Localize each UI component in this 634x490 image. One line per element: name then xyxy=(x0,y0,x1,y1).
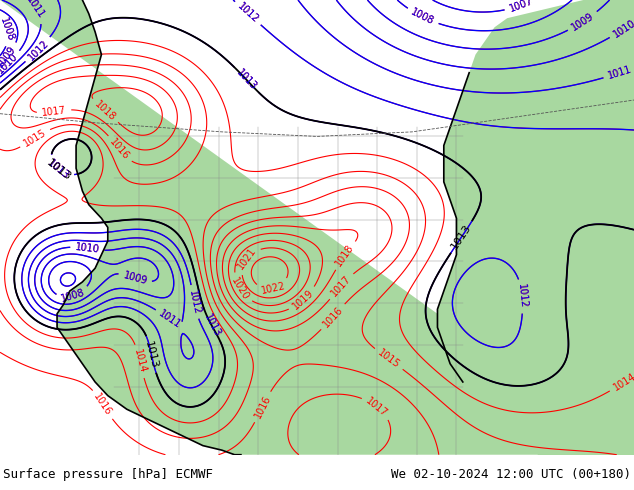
Text: 1013: 1013 xyxy=(46,158,70,181)
Text: 1015: 1015 xyxy=(22,127,48,148)
Text: 1011: 1011 xyxy=(607,65,633,81)
Text: 1009: 1009 xyxy=(122,270,148,287)
Text: 1017: 1017 xyxy=(329,273,353,298)
Text: We 02-10-2024 12:00 UTC (00+180): We 02-10-2024 12:00 UTC (00+180) xyxy=(391,467,631,481)
Text: 1017: 1017 xyxy=(41,105,67,118)
Text: 1009: 1009 xyxy=(122,270,148,287)
Text: 1016: 1016 xyxy=(252,393,273,420)
Text: 1010: 1010 xyxy=(75,242,100,255)
Text: 1012: 1012 xyxy=(516,284,528,309)
Text: 1012: 1012 xyxy=(26,38,51,62)
Text: 1010: 1010 xyxy=(611,18,634,39)
Text: 1018: 1018 xyxy=(333,242,356,268)
Text: 1011: 1011 xyxy=(607,65,633,81)
Text: 1014: 1014 xyxy=(132,348,148,374)
Text: 1012: 1012 xyxy=(235,1,261,25)
Text: 1010: 1010 xyxy=(75,242,100,255)
Text: 1013: 1013 xyxy=(202,313,222,339)
Text: 1012: 1012 xyxy=(26,38,51,62)
Text: 1013: 1013 xyxy=(143,340,160,369)
Text: 1008: 1008 xyxy=(0,16,16,43)
Text: 1013: 1013 xyxy=(46,158,70,181)
Text: 1012: 1012 xyxy=(187,289,202,315)
Text: 1016: 1016 xyxy=(92,392,113,417)
Text: 1008: 1008 xyxy=(60,288,86,304)
Text: 1013: 1013 xyxy=(44,158,73,183)
Text: 1013: 1013 xyxy=(234,67,259,92)
Text: 1015: 1015 xyxy=(376,348,402,370)
Text: 1013: 1013 xyxy=(450,222,474,251)
Text: 1012: 1012 xyxy=(235,1,261,25)
Text: 1016: 1016 xyxy=(321,304,345,329)
Text: 1021: 1021 xyxy=(235,246,258,271)
Text: 1011: 1011 xyxy=(25,0,47,21)
Text: 1011: 1011 xyxy=(157,309,183,331)
Text: 1017: 1017 xyxy=(364,395,390,418)
Text: 1012: 1012 xyxy=(187,289,202,315)
Text: 1011: 1011 xyxy=(25,0,47,21)
Text: 1009: 1009 xyxy=(570,11,596,32)
Text: 1009: 1009 xyxy=(0,44,18,70)
Text: 1011: 1011 xyxy=(157,309,183,331)
Text: 1008: 1008 xyxy=(410,7,436,27)
Text: 1010: 1010 xyxy=(0,51,20,76)
Text: 1008: 1008 xyxy=(60,288,86,304)
Text: 1009: 1009 xyxy=(570,11,596,32)
Text: 1014: 1014 xyxy=(611,371,634,392)
Text: 1009: 1009 xyxy=(0,44,18,70)
Text: 1012: 1012 xyxy=(516,284,528,309)
Text: 1008: 1008 xyxy=(0,16,16,43)
Text: 1010: 1010 xyxy=(0,51,20,76)
Text: 1007: 1007 xyxy=(508,0,534,14)
Text: 1019: 1019 xyxy=(291,288,316,312)
Text: 1013: 1013 xyxy=(234,67,259,92)
Text: Surface pressure [hPa] ECMWF: Surface pressure [hPa] ECMWF xyxy=(3,467,213,481)
Text: 1018: 1018 xyxy=(93,98,118,122)
Text: 1010: 1010 xyxy=(611,18,634,39)
Text: 1020: 1020 xyxy=(230,276,250,302)
Text: 1007: 1007 xyxy=(508,0,534,14)
Text: 1013: 1013 xyxy=(202,313,222,339)
Text: 1016: 1016 xyxy=(108,137,131,162)
Polygon shape xyxy=(0,0,634,455)
Text: 1022: 1022 xyxy=(260,281,287,296)
Text: 1008: 1008 xyxy=(410,7,436,27)
